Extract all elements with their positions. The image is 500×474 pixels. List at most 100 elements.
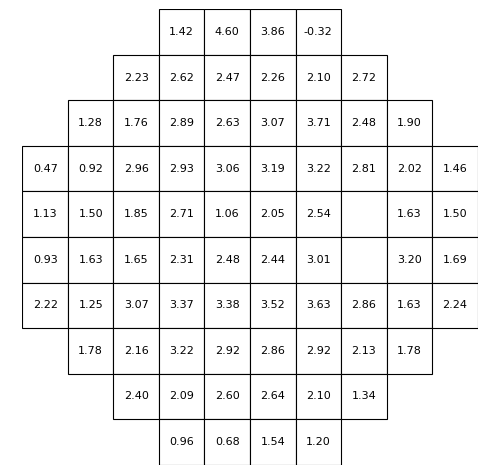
Bar	[68, 328, 114, 374]
Bar	[386, 191, 432, 237]
Text: 2.81: 2.81	[352, 164, 376, 174]
Text: 2.62: 2.62	[170, 73, 194, 83]
Bar	[250, 55, 296, 100]
Bar	[250, 100, 296, 146]
Text: 0.68: 0.68	[215, 437, 240, 447]
Text: 3.07: 3.07	[260, 118, 285, 128]
Bar	[159, 283, 204, 328]
Text: 1.13: 1.13	[33, 209, 58, 219]
Bar	[250, 419, 296, 465]
Bar	[250, 283, 296, 328]
Bar	[250, 9, 296, 55]
Bar	[68, 146, 114, 191]
Text: 1.90: 1.90	[397, 118, 421, 128]
Text: 3.86: 3.86	[260, 27, 285, 37]
Text: 2.96: 2.96	[124, 164, 148, 174]
Text: 1.85: 1.85	[124, 209, 148, 219]
Bar	[68, 100, 114, 146]
Bar	[114, 237, 159, 283]
Bar	[204, 419, 250, 465]
Bar	[296, 237, 341, 283]
Text: 1.46: 1.46	[442, 164, 467, 174]
Bar	[341, 100, 386, 146]
Bar	[114, 55, 159, 100]
Text: 2.86: 2.86	[260, 346, 285, 356]
Text: 0.92: 0.92	[78, 164, 103, 174]
Text: 2.92: 2.92	[306, 346, 331, 356]
Bar	[68, 191, 114, 237]
Bar	[296, 283, 341, 328]
Bar	[114, 283, 159, 328]
Text: 1.34: 1.34	[352, 391, 376, 401]
Text: 3.20: 3.20	[397, 255, 421, 265]
Text: 2.47: 2.47	[214, 73, 240, 83]
Text: 2.31: 2.31	[170, 255, 194, 265]
Text: 2.48: 2.48	[214, 255, 240, 265]
Text: 1.06: 1.06	[215, 209, 240, 219]
Text: 3.22: 3.22	[306, 164, 330, 174]
Bar	[432, 237, 478, 283]
Bar	[386, 146, 432, 191]
Bar	[386, 100, 432, 146]
Bar	[204, 100, 250, 146]
Text: 2.72: 2.72	[352, 73, 376, 83]
Text: 0.47: 0.47	[33, 164, 58, 174]
Bar	[341, 191, 386, 237]
Text: 3.22: 3.22	[170, 346, 194, 356]
Bar	[159, 55, 204, 100]
Text: 2.26: 2.26	[260, 73, 285, 83]
Text: 1.50: 1.50	[442, 209, 467, 219]
Bar	[204, 328, 250, 374]
Text: 1.65: 1.65	[124, 255, 148, 265]
Text: 1.25: 1.25	[78, 300, 103, 310]
Text: 2.63: 2.63	[215, 118, 240, 128]
Bar	[68, 237, 114, 283]
Text: 2.64: 2.64	[260, 391, 285, 401]
Bar	[22, 191, 68, 237]
Bar	[68, 283, 114, 328]
Bar	[204, 283, 250, 328]
Bar	[22, 283, 68, 328]
Text: 2.92: 2.92	[214, 346, 240, 356]
Text: 3.38: 3.38	[215, 300, 240, 310]
Bar	[159, 419, 204, 465]
Text: 1.63: 1.63	[397, 300, 421, 310]
Bar	[341, 237, 386, 283]
Text: 2.54: 2.54	[306, 209, 330, 219]
Bar	[204, 237, 250, 283]
Bar	[432, 146, 478, 191]
Bar	[250, 328, 296, 374]
Text: 2.71: 2.71	[170, 209, 194, 219]
Text: 3.07: 3.07	[124, 300, 148, 310]
Bar	[341, 283, 386, 328]
Text: 2.24: 2.24	[442, 300, 468, 310]
Text: 4.60: 4.60	[215, 27, 240, 37]
Bar	[341, 146, 386, 191]
Text: 2.10: 2.10	[306, 391, 330, 401]
Bar	[296, 419, 341, 465]
Bar	[159, 146, 204, 191]
Bar	[250, 237, 296, 283]
Text: 1.20: 1.20	[306, 437, 330, 447]
Text: 2.02: 2.02	[397, 164, 421, 174]
Bar	[386, 328, 432, 374]
Text: 2.16: 2.16	[124, 346, 148, 356]
Text: 2.23: 2.23	[124, 73, 148, 83]
Text: -0.32: -0.32	[304, 27, 332, 37]
Bar	[341, 328, 386, 374]
Text: 0.93: 0.93	[33, 255, 58, 265]
Bar	[204, 55, 250, 100]
Bar	[204, 9, 250, 55]
Text: 3.71: 3.71	[306, 118, 330, 128]
Text: 2.89: 2.89	[169, 118, 194, 128]
Bar	[22, 237, 68, 283]
Bar	[159, 191, 204, 237]
Bar	[296, 146, 341, 191]
Bar	[159, 374, 204, 419]
Text: 2.48: 2.48	[352, 118, 376, 128]
Bar	[114, 100, 159, 146]
Text: 2.22: 2.22	[32, 300, 58, 310]
Bar	[341, 374, 386, 419]
Text: 1.76: 1.76	[124, 118, 148, 128]
Text: 1.69: 1.69	[442, 255, 467, 265]
